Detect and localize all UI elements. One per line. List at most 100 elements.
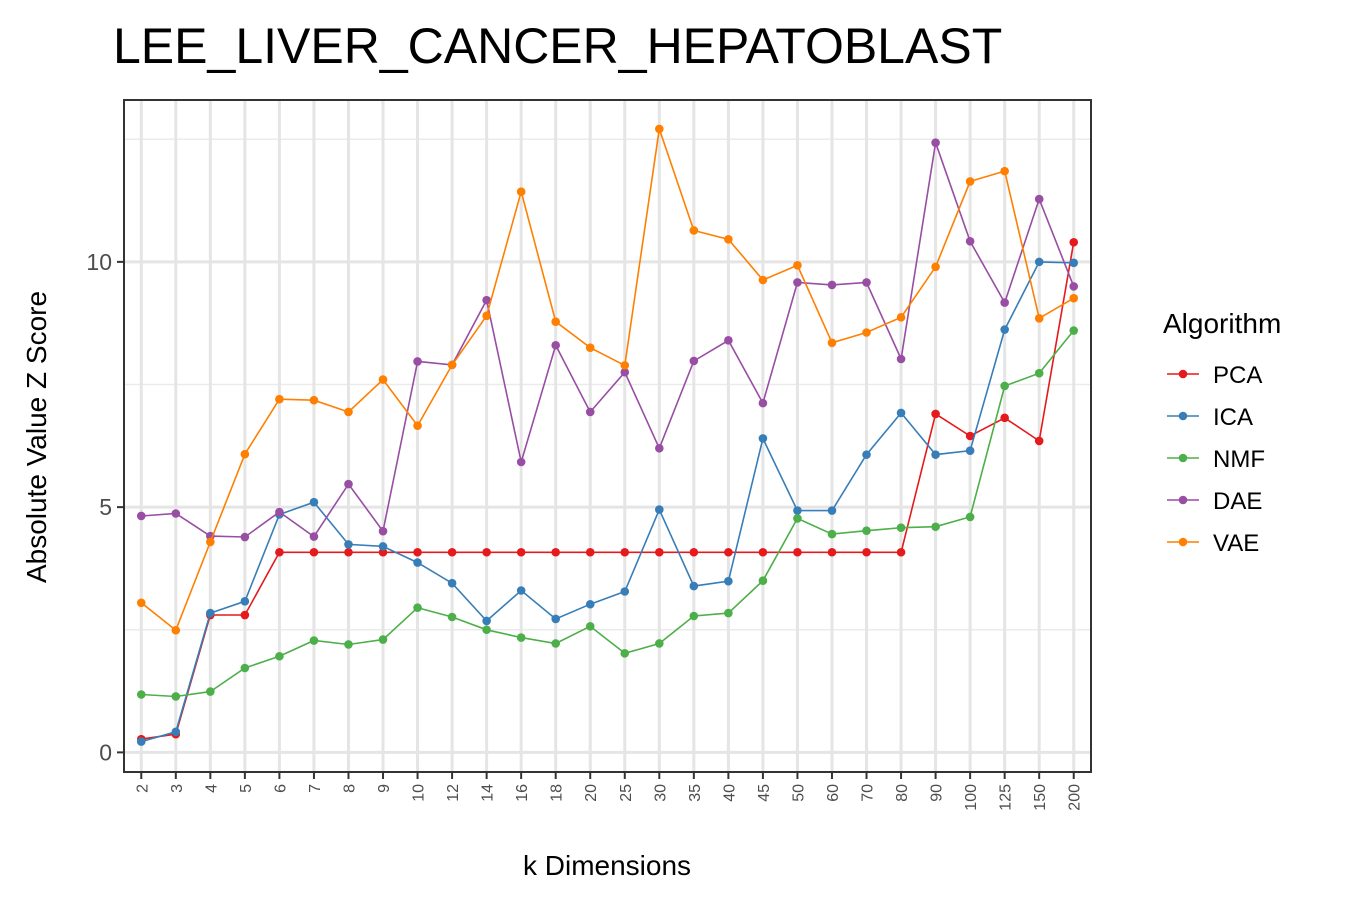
x-tick-label: 6: [272, 784, 289, 793]
x-tick-label: 4: [203, 784, 220, 793]
data-point: [1034, 313, 1044, 323]
y-tick-label: 0: [99, 739, 112, 765]
data-point: [136, 737, 146, 746]
minor-gridlines: [124, 138, 1091, 631]
data-point: [171, 509, 181, 518]
legend-item-pca: PCA: [1167, 362, 1262, 389]
series-nmf: [136, 326, 1079, 701]
data-point: [378, 635, 388, 644]
data-point: [965, 236, 975, 246]
data-point: [171, 625, 181, 635]
data-point: [689, 356, 699, 366]
data-point: [378, 526, 388, 536]
x-tick-label: 60: [825, 784, 842, 802]
data-point: [965, 512, 975, 522]
data-point: [793, 547, 802, 557]
data-point: [447, 612, 457, 622]
data-point: [482, 547, 491, 557]
data-point: [309, 395, 319, 405]
x-tick-label: 9: [376, 784, 393, 793]
data-point: [862, 328, 871, 337]
data-point: [896, 312, 906, 322]
data-point: [482, 311, 491, 321]
data-point: [965, 177, 975, 186]
data-point: [793, 261, 802, 270]
legend-key-point: [1178, 411, 1188, 421]
legend-key-point: [1178, 453, 1188, 463]
x-axis-title: k Dimensions: [523, 850, 691, 881]
data-point: [758, 398, 768, 408]
data-point: [1034, 368, 1044, 378]
data-point: [275, 394, 284, 404]
data-point: [793, 514, 802, 523]
legend-key-point: [1178, 537, 1188, 547]
data-point: [827, 338, 837, 348]
data-point: [136, 511, 146, 521]
data-point: [585, 343, 595, 353]
data-point: [1069, 282, 1079, 291]
series-layer: [136, 124, 1079, 746]
data-point: [931, 138, 940, 147]
data-point: [689, 547, 699, 557]
data-point: [516, 633, 526, 642]
x-tick-label: 5: [238, 784, 255, 793]
data-point: [965, 431, 975, 441]
data-point: [862, 278, 871, 287]
data-point: [655, 443, 664, 453]
data-point: [689, 226, 699, 235]
data-point: [1034, 194, 1044, 204]
x-tick-label: 40: [721, 784, 738, 802]
x-tick-label: 7: [307, 784, 324, 793]
data-point: [482, 625, 491, 635]
data-point: [206, 537, 215, 547]
x-tick-label: 80: [894, 784, 911, 802]
data-point: [655, 124, 664, 134]
data-point: [344, 540, 353, 549]
data-point: [689, 581, 699, 591]
data-point: [240, 597, 250, 606]
data-point: [309, 497, 319, 507]
data-point: [516, 547, 526, 557]
data-point: [551, 340, 560, 350]
data-point: [827, 280, 837, 290]
x-tick-label: 18: [549, 784, 566, 802]
data-point: [724, 547, 733, 557]
x-tick-label: 35: [687, 784, 704, 802]
legend-label: PCA: [1213, 362, 1262, 389]
data-point: [931, 450, 940, 459]
x-tick-label: 3: [169, 784, 186, 793]
x-tick-label: 14: [480, 784, 497, 802]
data-point: [827, 547, 837, 557]
series-line: [141, 329, 1075, 698]
data-point: [413, 603, 422, 612]
legend-label: DAE: [1213, 488, 1262, 515]
legend-title: Algorithm: [1163, 308, 1281, 339]
data-point: [240, 663, 250, 673]
legend-label: ICA: [1213, 404, 1253, 431]
plot-panel-border: [123, 99, 1092, 773]
data-point: [378, 375, 388, 384]
data-point: [689, 611, 699, 621]
data-point: [1069, 258, 1079, 268]
x-tick-label: 50: [790, 784, 807, 802]
legend-key-point: [1178, 369, 1188, 379]
data-point: [516, 187, 526, 197]
data-point: [1069, 237, 1079, 247]
x-tick-label: 200: [1067, 784, 1084, 811]
x-tick-label: 2: [134, 784, 151, 793]
data-point: [413, 547, 422, 557]
data-point: [1000, 325, 1009, 334]
data-point: [309, 532, 319, 541]
data-point: [724, 336, 733, 345]
x-tick-label: 90: [929, 784, 946, 802]
chart-title: LEE_LIVER_CANCER_HEPATOBLAST: [113, 18, 1002, 74]
data-point: [896, 408, 906, 418]
data-point: [378, 547, 388, 557]
data-point: [171, 692, 181, 701]
data-point: [620, 367, 630, 377]
legend-item-vae: VAE: [1167, 530, 1259, 557]
data-point: [447, 547, 457, 557]
data-point: [758, 547, 768, 557]
series-line: [140, 128, 1075, 632]
